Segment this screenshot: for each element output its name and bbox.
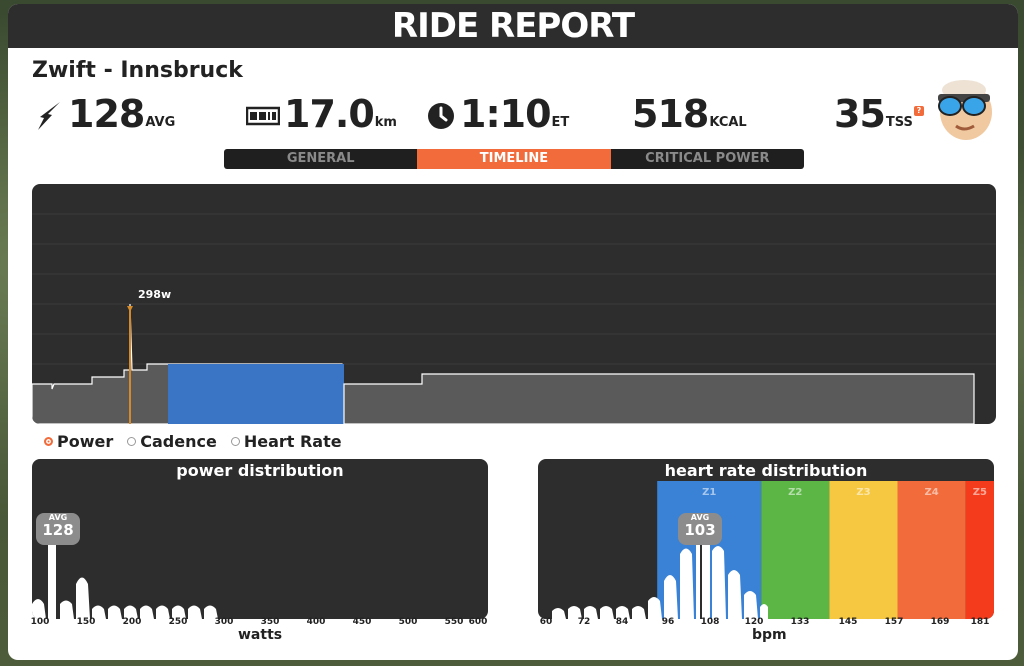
radio-power[interactable] <box>44 437 53 446</box>
tab-timeline[interactable]: TIMELINE <box>417 149 611 169</box>
power-tick: 250 <box>168 617 188 627</box>
stat-distance: 17.0 km <box>246 90 397 134</box>
hr-zone-label-z3: Z3 <box>856 487 870 498</box>
peak-label: 298w <box>138 288 171 301</box>
power-tick: 500 <box>398 617 418 627</box>
stat-power-value: 128 <box>68 92 145 136</box>
position-marker-pin <box>127 306 133 312</box>
power-tick: 100 <box>30 617 50 627</box>
legend-power[interactable]: Power <box>44 432 113 451</box>
stat-time: 1:10 ET <box>426 90 569 134</box>
position-marker <box>129 309 131 424</box>
stat-time-value: 1:10 <box>460 92 552 136</box>
legend-power-label: Power <box>57 432 114 451</box>
odometer-icon <box>246 98 280 134</box>
stat-power: 128 AVG <box>34 90 175 134</box>
stat-calories-value: 518 <box>632 92 709 136</box>
timeline-chart[interactable]: 298w <box>32 184 996 424</box>
hr-avg-label: AVG <box>690 513 710 522</box>
clock-icon <box>426 98 456 134</box>
report-header: RIDE REPORT <box>8 4 1018 48</box>
metric-legend: Power Cadence Heart Rate <box>44 432 342 451</box>
hr-tick: 133 <box>790 617 810 627</box>
hr-avg-badge: AVG 103 <box>678 513 722 545</box>
power-tick: 300 <box>214 617 234 627</box>
stat-tss: 35 TSS ? <box>834 90 924 134</box>
hr-tick: 181 <box>970 617 990 627</box>
hr-tick: 169 <box>930 617 950 627</box>
hr-x-ticks: 60 72 84 96 108 120 133 145 157 169 181 <box>538 617 994 629</box>
timeline-svg: 298w <box>32 213 996 424</box>
power-x-label: watts <box>238 627 283 643</box>
hr-tick: 108 <box>700 617 720 627</box>
legend-heart-rate-label: Heart Rate <box>243 432 342 451</box>
stat-tss-value: 35 <box>834 92 886 136</box>
stat-power-unit: AVG <box>145 115 176 130</box>
power-avg-value: 128 <box>42 521 74 539</box>
power-area-highlight <box>168 364 344 424</box>
hr-tick: 84 <box>615 617 629 627</box>
hr-zone-label-z2: Z2 <box>788 487 802 498</box>
page-title: RIDE REPORT <box>391 6 635 46</box>
hr-tick: 120 <box>744 617 764 627</box>
power-x-ticks: 100 150 200 250 300 350 400 450 500 550 … <box>30 617 488 629</box>
stat-calories-unit: KCAL <box>709 115 747 130</box>
hr-zone-label-z5: Z5 <box>973 487 987 498</box>
heart-rate-distribution-chart: heart rate distribution Z1 Z2 Z3 Z4 Z5 AVG 1… <box>538 459 994 619</box>
hr-zone-band-z2 <box>761 481 830 619</box>
hr-tick: 145 <box>838 617 858 627</box>
power-distribution-chart: power distribution AVG 128 <box>32 459 488 619</box>
hr-zone-band-z4 <box>897 481 966 619</box>
power-tick: 450 <box>352 617 372 627</box>
power-distribution-svg <box>32 519 218 619</box>
hr-distribution-svg: Z1 Z2 Z3 Z4 Z5 <box>552 481 994 619</box>
power-tick: 600 <box>468 617 488 627</box>
hr-zone-band-z5 <box>965 481 994 619</box>
legend-heart-rate[interactable]: Heart Rate <box>230 432 342 451</box>
hr-tick: 96 <box>661 617 675 627</box>
power-avg-badge: AVG 128 <box>36 513 80 545</box>
hr-distribution-title: heart rate distribution <box>664 461 868 480</box>
hr-histogram <box>552 519 768 619</box>
hr-tick: 72 <box>577 617 591 627</box>
stat-time-unit: ET <box>551 115 570 130</box>
power-tick: 400 <box>306 617 326 627</box>
stat-calories: 518 KCAL <box>632 90 747 134</box>
hr-avg-value: 103 <box>684 521 716 539</box>
tab-general[interactable]: GENERAL <box>224 149 418 169</box>
power-area-tail <box>343 373 975 424</box>
power-tick: 350 <box>260 617 280 627</box>
radio-heart-rate[interactable] <box>230 437 240 446</box>
radio-cadence[interactable] <box>127 437 137 446</box>
report-tabs: GENERAL TIMELINE CRITICAL POWER <box>224 149 804 169</box>
hr-zone-label-z1: Z1 <box>702 487 716 498</box>
hr-zone-band-z3 <box>829 481 898 619</box>
power-avg-label: AVG <box>48 513 68 522</box>
hr-tick: 157 <box>884 617 904 627</box>
power-tick: 550 <box>444 617 464 627</box>
hr-x-label: bpm <box>752 627 787 643</box>
hr-tick: 60 <box>539 617 553 627</box>
power-tick: 200 <box>122 617 142 627</box>
legend-cadence-label: Cadence <box>140 432 217 451</box>
avatar <box>924 76 998 142</box>
lightning-bolt-icon <box>34 98 64 134</box>
stat-tss-unit: TSS <box>885 115 913 130</box>
legend-cadence[interactable]: Cadence <box>127 432 217 451</box>
power-distribution-title: power distribution <box>176 461 344 480</box>
stat-distance-value: 17.0 <box>284 92 375 136</box>
ride-name: Zwift - Innsbruck <box>32 58 243 83</box>
hr-zone-label-z4: Z4 <box>924 487 938 498</box>
tab-critical-power[interactable]: CRITICAL POWER <box>610 149 804 169</box>
stat-distance-unit: km <box>374 115 397 130</box>
ride-report-panel: RIDE REPORT Zwift - Innsbruck 128 AVG 17… <box>8 4 1018 660</box>
help-icon[interactable]: ? <box>913 106 924 116</box>
power-histogram <box>32 519 218 619</box>
power-tick: 150 <box>76 617 96 627</box>
